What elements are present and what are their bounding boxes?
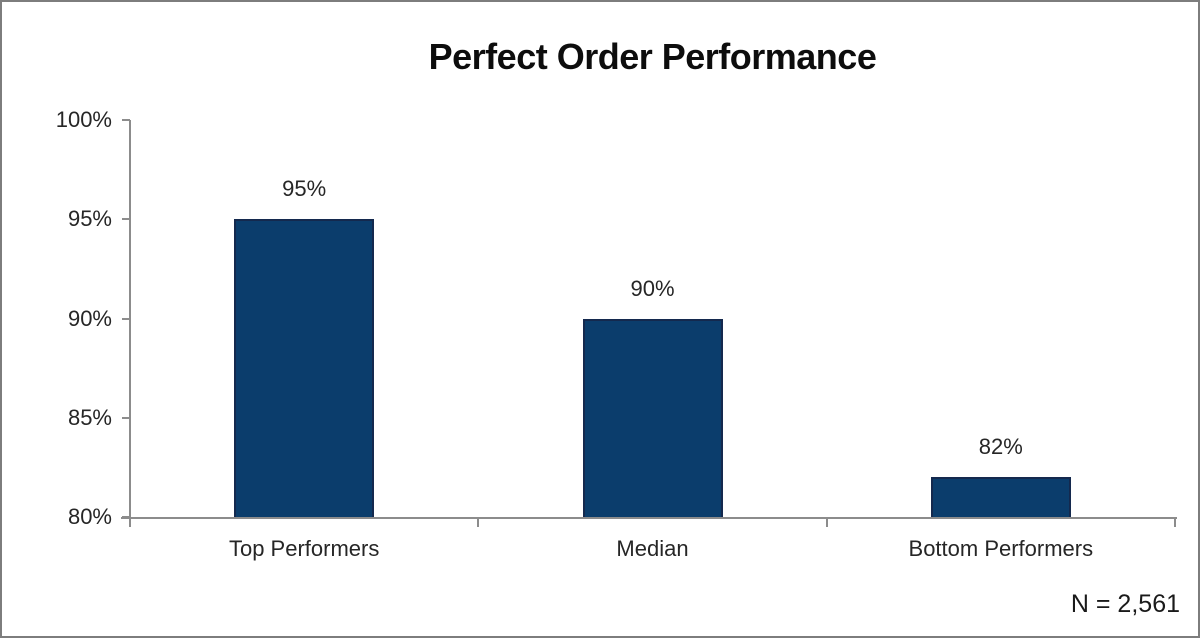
y-tick-mark <box>122 218 130 221</box>
x-tick-mark <box>477 517 480 527</box>
bar-value-label: 90% <box>630 275 675 301</box>
category-label: Top Performers <box>228 536 380 561</box>
bar-value-label: 95% <box>282 176 327 202</box>
bar <box>582 318 723 517</box>
x-tick-mark <box>1174 517 1176 527</box>
y-tick-mark <box>122 416 130 419</box>
y-tick-mark <box>122 119 130 121</box>
y-tick-label: 100% <box>55 107 112 132</box>
y-tick-label: 95% <box>67 206 112 232</box>
y-tick-mark <box>122 317 130 320</box>
y-tick-label: 85% <box>67 404 112 430</box>
y-tick-mark <box>122 516 130 518</box>
sample-size-annotation: N = 2,561 <box>1070 590 1180 618</box>
bar <box>930 477 1071 517</box>
chart-title: Perfect Order Performance <box>428 36 877 77</box>
category-label: Bottom Performers <box>908 536 1094 561</box>
y-tick-label: 80% <box>67 504 112 529</box>
bar-value-label: 82% <box>978 434 1023 460</box>
category-label: Median <box>616 536 689 561</box>
y-axis-line <box>129 120 131 527</box>
bar <box>234 219 375 517</box>
x-axis-line <box>121 517 1177 519</box>
x-tick-mark <box>825 517 828 527</box>
y-tick-label: 90% <box>67 305 112 331</box>
